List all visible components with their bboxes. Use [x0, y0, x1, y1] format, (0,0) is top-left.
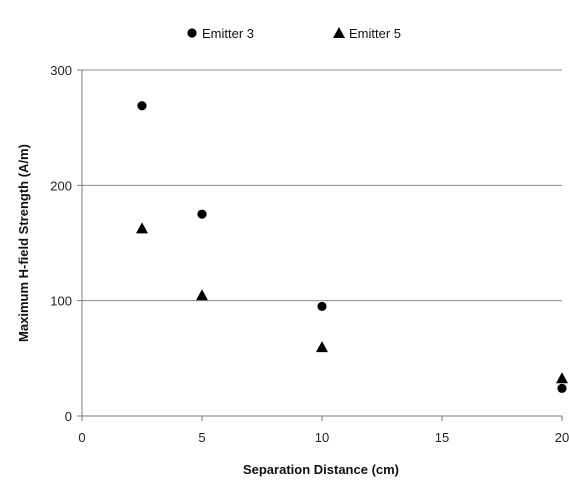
data-point-emitter-5: [196, 289, 208, 301]
data-point-emitter-5: [556, 372, 568, 384]
legend-marker-emitter-3: [187, 28, 197, 38]
data-point-emitter-3: [137, 101, 147, 111]
legend: Emitter 3 Emitter 5: [187, 26, 401, 41]
y-tick-label: 200: [50, 178, 72, 193]
y-tick-label: 300: [50, 63, 72, 78]
y-axis-title: Maximum H-field Strength (A/m): [16, 144, 31, 342]
y-tick-label: 100: [50, 294, 72, 309]
x-axis-title: Separation Distance (cm): [243, 462, 399, 477]
data-point-emitter-3: [557, 383, 567, 393]
y-tick-label: 0: [65, 409, 72, 424]
data-point-emitter-3: [317, 301, 327, 312]
data-point-emitter-5: [316, 341, 328, 353]
axes: [77, 69, 563, 421]
data-point-emitter-3: [197, 209, 207, 219]
legend-label-emitter-5: Emitter 5: [349, 26, 401, 41]
legend-marker-emitter-5: [333, 27, 345, 38]
x-tick-label: 20: [555, 430, 569, 445]
x-tick-label: 0: [78, 430, 85, 445]
tick-labels: 0 100 200 300 0 5 10 15 20: [50, 63, 569, 445]
x-tick-label: 15: [435, 430, 449, 445]
data-point-emitter-5: [136, 222, 148, 234]
x-tick-label: 10: [315, 430, 329, 445]
x-tick-label: 5: [198, 430, 205, 445]
gridlines: [82, 69, 562, 302]
legend-label-emitter-3: Emitter 3: [202, 26, 254, 41]
data-points: [136, 101, 568, 393]
